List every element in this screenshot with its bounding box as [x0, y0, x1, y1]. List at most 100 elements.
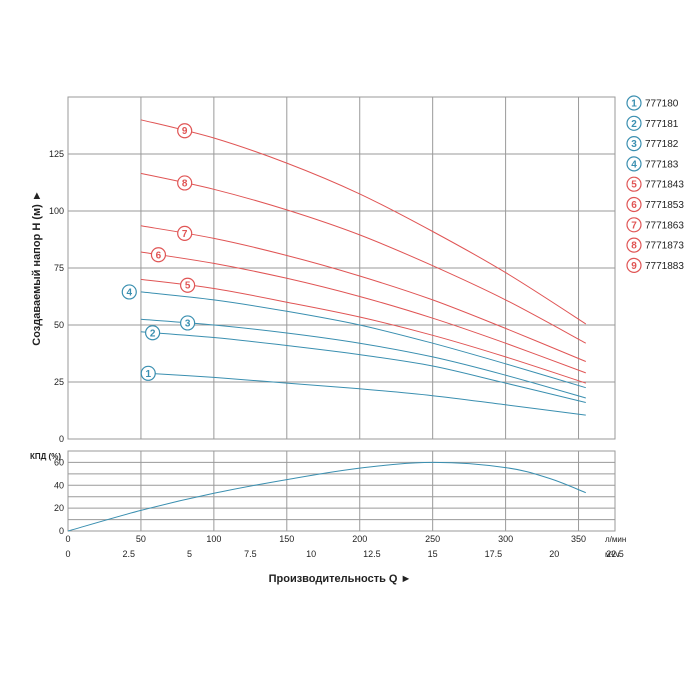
curve-badge-3: 3 [180, 315, 196, 331]
legend-series-name: 777181 [645, 119, 679, 130]
badge-circle [121, 284, 137, 300]
efficiency-y-tick-label: 60 [54, 457, 64, 467]
legend-item-8: 8 7771873 [626, 237, 684, 253]
x-lpm-tick-label: 250 [425, 534, 440, 544]
efficiency-curve [67, 461, 586, 532]
legend-badge-number: 2 [631, 119, 637, 130]
curve-badge-8: 8 [177, 175, 193, 191]
efficiency-y-tick-label: 0 [59, 526, 64, 536]
x-lpm-tick-label: 300 [498, 534, 513, 544]
head-curve-labels: 1 2 3 4 5 6 7 8 9 [121, 123, 196, 381]
efficiency-plot-area [67, 450, 616, 532]
legend-series-name: 7771843 [645, 180, 684, 191]
x-lpm-tick-label: 50 [136, 534, 146, 544]
x-m3h-tick-label: 12.5 [363, 549, 381, 559]
x-m3h-tick-label: 10 [306, 549, 316, 559]
efficiency-panel: 0 20 40 60 КПД (%) [30, 450, 616, 536]
badge-number: 6 [156, 250, 162, 261]
x-axis-m3h-ticks: 0 2.5 5 7.5 10 12.5 15 17.5 20 22.5 [65, 549, 623, 559]
head-curve-5 [140, 278, 586, 384]
head-curve-1 [140, 372, 586, 416]
legend-badge-circle [626, 176, 642, 192]
head-panel: 0 25 50 75 100 125 1 2 3 4 5 6 7 8 9 Создаваемый напо… [31, 96, 616, 444]
x-axis-title: Производительность Q ► [269, 573, 412, 585]
legend-series-name: 7771883 [645, 261, 684, 272]
badge-number: 8 [182, 178, 188, 189]
x-axes: 0 50 100 150 200 250 300 350 0 2.5 5 7.5 10 12.5 15 17… [65, 534, 626, 585]
legend-item-2: 2 777181 [626, 115, 679, 131]
legend-series-name: 777180 [645, 99, 679, 110]
head-curve-7 [140, 225, 586, 362]
legend-item-9: 9 7771883 [626, 257, 684, 273]
head-curve-8 [140, 172, 587, 344]
x-m3h-tick-label: 5 [187, 549, 192, 559]
head-grid [68, 97, 615, 439]
legend-badge-circle [626, 237, 642, 253]
badge-circle [150, 247, 167, 263]
curve-badge-5: 5 [180, 277, 196, 293]
curve-badge-7: 7 [177, 225, 193, 241]
efficiency-y-ticks: 0 20 40 60 [54, 457, 64, 536]
badge-number: 4 [126, 287, 132, 298]
x-m3h-tick-label: 22.5 [606, 549, 624, 559]
badge-number: 3 [185, 318, 191, 329]
head-y-tick-label: 25 [54, 377, 64, 387]
head-y-tick-label: 75 [54, 263, 64, 273]
badge-circle [177, 225, 193, 241]
badge-circle [180, 277, 196, 293]
legend-badge-circle [626, 257, 642, 273]
head-curve-3 [140, 318, 586, 399]
legend-badge-circle [626, 115, 642, 131]
badge-number: 9 [182, 126, 188, 137]
x-unit-m3h: м³/ч [605, 550, 620, 559]
legend-badge-circle [626, 156, 642, 172]
badge-number: 7 [182, 229, 188, 240]
legend-item-6: 6 7771853 [626, 196, 684, 213]
legend-item-4: 4 777183 [626, 156, 679, 172]
legend-badge-number: 9 [631, 261, 637, 272]
legend-series-name: 7771873 [645, 241, 684, 252]
x-m3h-tick-label: 20 [549, 549, 559, 559]
badge-number: 5 [185, 281, 191, 292]
legend-badge-circle [626, 217, 642, 233]
curve-badge-9: 9 [177, 123, 193, 139]
x-lpm-tick-label: 350 [571, 534, 586, 544]
badge-circle [140, 365, 156, 381]
head-y-tick-label: 100 [49, 206, 64, 216]
legend: 1 777180 2 777181 3 777182 4 777183 5 7771843 6 777… [626, 95, 684, 273]
legend-badge-number: 4 [631, 159, 637, 170]
x-unit-lpm: л/мин [605, 535, 626, 544]
curve-badge-2: 2 [145, 325, 161, 341]
efficiency-axis-title: КПД (%) [30, 452, 61, 461]
badge-circle [177, 175, 193, 191]
x-m3h-tick-label: 15 [428, 549, 438, 559]
legend-series-name: 777182 [645, 139, 679, 150]
legend-item-5: 5 7771843 [626, 176, 684, 192]
head-y-tick-label: 0 [59, 434, 64, 444]
badge-number: 1 [145, 369, 151, 380]
legend-series-name: 777183 [645, 159, 679, 170]
badge-circle [177, 123, 193, 139]
efficiency-y-tick-label: 20 [54, 503, 64, 513]
head-curve-2 [140, 331, 586, 403]
badge-circle [180, 315, 196, 331]
head-curve-9 [140, 119, 587, 325]
legend-badge-circle [626, 95, 642, 111]
legend-series-name: 7771863 [645, 220, 684, 231]
head-y-tick-label: 50 [54, 320, 64, 330]
head-curve-6 [140, 251, 586, 374]
legend-item-3: 3 777182 [626, 136, 679, 152]
legend-item-1: 1 777180 [626, 95, 679, 111]
x-lpm-tick-label: 150 [279, 534, 294, 544]
x-lpm-tick-label: 0 [65, 534, 70, 544]
legend-badge-circle [626, 196, 642, 213]
badge-number: 2 [150, 328, 156, 339]
head-y-tick-label: 125 [49, 149, 64, 159]
badge-circle [145, 325, 161, 341]
legend-badge-number: 3 [631, 139, 637, 150]
curve-badge-4: 4 [121, 284, 137, 300]
x-lpm-tick-label: 200 [352, 534, 367, 544]
head-curve-4 [140, 291, 586, 389]
legend-badge-number: 1 [631, 99, 637, 110]
head-curves [140, 119, 587, 416]
